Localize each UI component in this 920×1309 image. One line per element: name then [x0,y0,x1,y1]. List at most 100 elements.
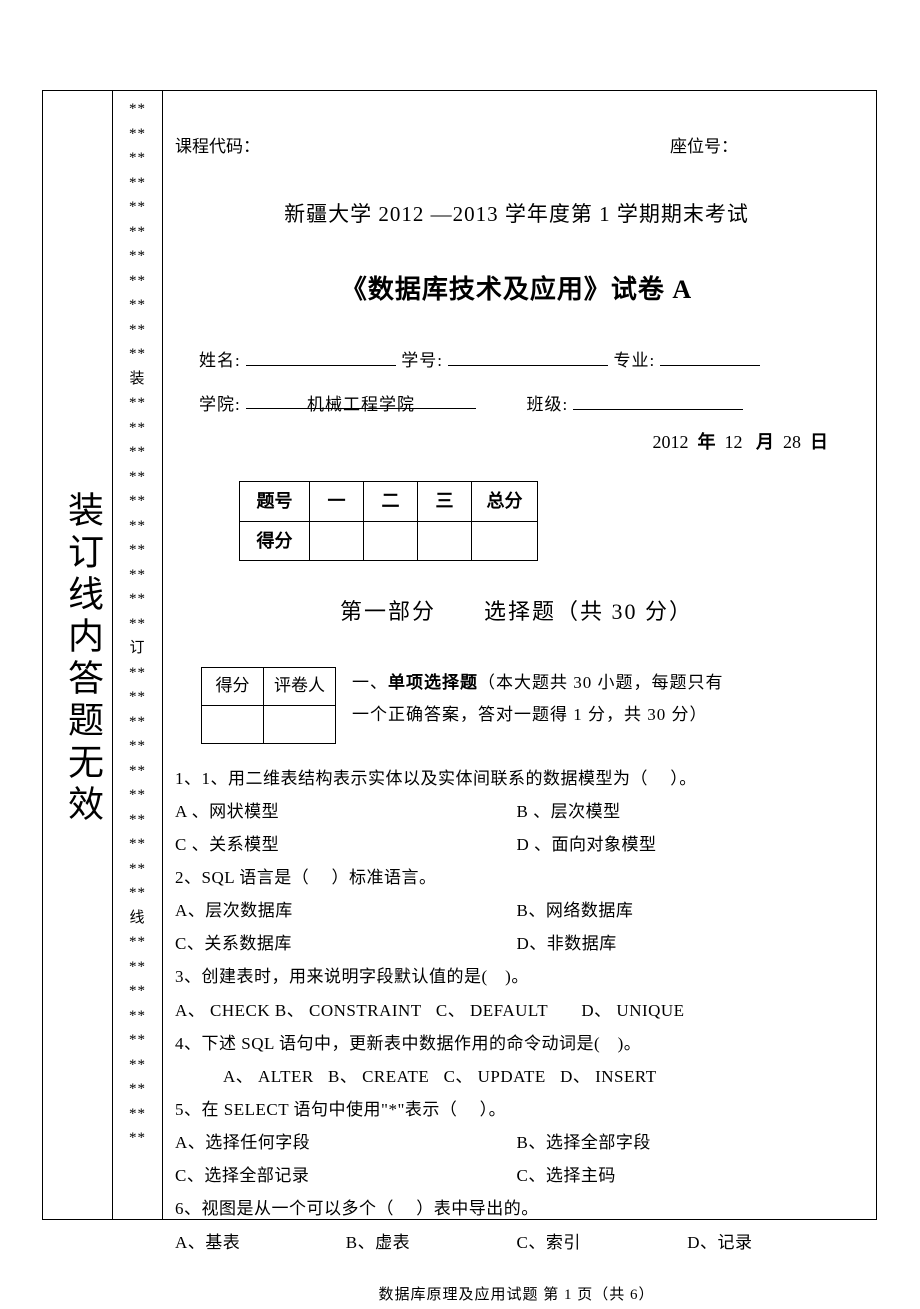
class-field[interactable] [573,389,743,409]
exam-period-title: 新疆大学 2012 —2013 学年度第 1 学期期末考试 [175,195,858,235]
questions-block: 1、1、用二维表结构表示实体以及实体间联系的数据模型为（ ）。A 、网状模型B … [175,762,858,1259]
score-col-2: 二 [364,482,418,521]
star-marker: ** [113,563,162,588]
star-marker: ** [113,783,162,808]
star-marker: ** [113,269,162,294]
option: A、 CHECK [175,1001,270,1020]
option: C、索引 [517,1226,688,1259]
star-marker: ** [113,391,162,416]
option: D、 INSERT [560,1067,657,1086]
star-marker: ** [113,440,162,465]
option: D、记录 [687,1226,858,1259]
section-marker: 装 [113,367,162,392]
grader-score-cell[interactable] [202,705,264,743]
score-summary-table: 题号 一 二 三 总分 得分 [239,481,538,560]
date-day: 28 [783,432,801,452]
star-marker: ** [113,416,162,441]
option: A、 ALTER [223,1067,314,1086]
option: D 、面向对象模型 [517,828,859,861]
college-label: 学院: [199,395,241,414]
section-marker: 线 [113,906,162,931]
studentid-label: 学号: [401,351,443,370]
star-marker: ** [113,734,162,759]
score-col-1: 一 [310,482,364,521]
star-marker: ** [113,710,162,735]
star-marker: ** [113,146,162,171]
major-label: 专业: [613,351,655,370]
star-marker: ** [113,1102,162,1127]
star-marker: ** [113,930,162,955]
option: B、网络数据库 [517,894,859,927]
option-row: A 、网状模型B 、层次模型C 、关系模型D 、面向对象模型 [175,795,858,861]
option: C 、关系模型 [175,828,517,861]
star-marker: ** [113,587,162,612]
star-marker: ** [113,220,162,245]
score-cell-1[interactable] [310,521,364,560]
score-cell-2[interactable] [364,521,418,560]
subsection-header: 得分 评卷人 一、单项选择题（本大题共 30 小题，每题只有 一个正确答案，答对… [175,667,858,744]
subsection-description: 一、单项选择题（本大题共 30 小题，每题只有 一个正确答案，答对一题得 1 分… [336,667,858,732]
year-unit: 年 [698,432,716,452]
college-field[interactable]: 机械工程学院 [246,389,476,409]
name-label: 姓名: [199,351,241,370]
star-marker: ** [113,1077,162,1102]
marker-stars: **********************装*****************… [113,97,162,1151]
star-marker: ** [113,685,162,710]
star-marker: ** [113,1053,162,1078]
option: B、选择全部字段 [517,1126,859,1159]
question-stem: 4、下述 SQL 语句中，更新表中数据作用的命令动词是( )。 [175,1027,858,1060]
star-marker: ** [113,661,162,686]
binding-line-warning: 装订线内答题无效 [57,491,109,827]
date-year: 2012 [653,432,689,452]
option: B 、层次模型 [517,795,859,828]
side-margin-column: 装订线内答题无效 [43,91,113,1219]
option: C、关系数据库 [175,927,517,960]
star-marker: ** [113,979,162,1004]
date-month: 12 [725,432,743,452]
month-unit: 月 [756,432,774,452]
star-marker: ** [113,195,162,220]
page-footer: 数据库原理及应用试题 第 1 页（共 6） [175,1281,858,1309]
sub-bold: 单项选择题 [388,673,478,692]
section-marker: 订 [113,636,162,661]
seat-number-label: 座位号： [670,131,738,163]
score-col-total: 总分 [472,482,538,521]
option: C、 UPDATE [444,1067,546,1086]
option: C、 DEFAULT [436,1001,548,1020]
option: B、 CREATE [328,1067,429,1086]
option: A 、网状模型 [175,795,517,828]
star-marker: ** [113,857,162,882]
class-label: 班级: [526,395,568,414]
option-row: A、层次数据库B、网络数据库C、关系数据库D、非数据库 [175,894,858,960]
grader-name-cell[interactable] [264,705,336,743]
option-row: A、基表B、虚表C、索引D、记录 [175,1226,858,1259]
score-cell-3[interactable] [418,521,472,560]
star-marker: ** [113,538,162,563]
star-marker: ** [113,1004,162,1029]
star-marker: ** [113,244,162,269]
question-stem: 1、1、用二维表结构表示实体以及实体间联系的数据模型为（ ）。 [175,762,858,795]
studentid-field[interactable] [448,345,608,365]
star-marker: ** [113,955,162,980]
star-marker: ** [113,759,162,784]
star-marker: ** [113,514,162,539]
option: C、选择主码 [517,1159,859,1192]
question-stem: 2、SQL 语言是（ ）标准语言。 [175,861,858,894]
score-row-label: 得分 [240,521,310,560]
student-info-line1: 姓名: 学号: 专业: [175,345,858,377]
score-cell-total[interactable] [472,521,538,560]
question-stem: 6、视图是从一个可以多个（ ）表中导出的。 [175,1192,858,1225]
option: A、层次数据库 [175,894,517,927]
grader-table: 得分 评卷人 [201,667,336,744]
date-line: 2012 年 12 月 28 日 [175,425,858,459]
content-column: 课程代码： 座位号： 新疆大学 2012 —2013 学年度第 1 学期期末考试… [163,91,876,1219]
star-marker: ** [113,293,162,318]
section-1-title: 第一部分 选择题（共 30 分） [175,591,858,633]
star-marker: ** [113,318,162,343]
option: A、选择任何字段 [175,1126,517,1159]
student-info-line2: 学院: 机械工程学院 班级: [175,389,858,421]
major-field[interactable] [660,345,760,365]
option: D、非数据库 [517,927,859,960]
star-marker: ** [113,465,162,490]
name-field[interactable] [246,345,396,365]
